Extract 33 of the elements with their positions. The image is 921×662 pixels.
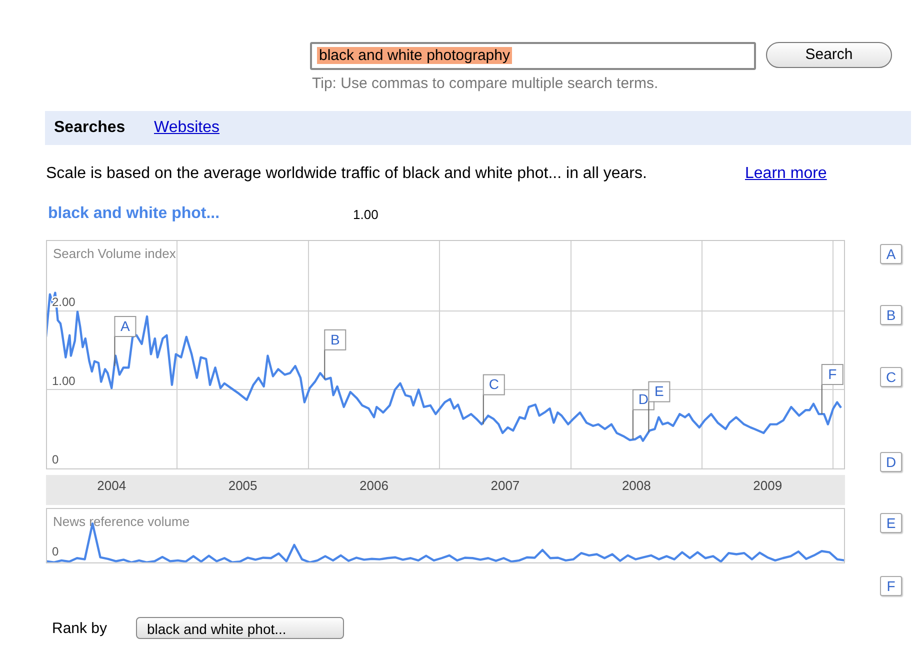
annotation: F	[828, 366, 837, 382]
text: F	[880, 576, 902, 596]
text: D	[880, 452, 902, 472]
annotation: E	[654, 383, 664, 400]
text: 1.00	[353, 207, 378, 222]
annotation: A	[120, 318, 131, 334]
text: Websites	[154, 119, 220, 137]
y-tick-label: 1.00	[52, 374, 76, 388]
annotation: D	[638, 391, 649, 408]
x-tick-label: 2004	[97, 478, 126, 493]
x-tick-label: 2009	[753, 478, 782, 493]
text: Learn more	[745, 165, 827, 183]
search-field: black and white photography	[310, 42, 756, 70]
dropdown-field: black and white phot...	[136, 617, 344, 639]
x-tick-label: 2007	[490, 478, 520, 493]
search-button: Search	[766, 42, 892, 68]
text: B	[880, 305, 902, 325]
x-tick-label: 2006	[360, 478, 388, 493]
text: Rank by	[52, 620, 108, 637]
chart-subtitle: Scale is based on the average worldwide traffic of black and white phot... in all years.	[46, 165, 647, 183]
y-axis-title: News reference volume	[53, 514, 190, 530]
text: Tip: Use commas to compare multiple search terms.	[312, 75, 658, 92]
text: E	[880, 513, 902, 533]
text: C	[880, 367, 902, 387]
y-tick-label: 0	[52, 452, 59, 467]
text: black and white phot...	[48, 205, 220, 222]
text: Searches	[54, 119, 126, 137]
annotation: B	[330, 331, 340, 348]
y-axis-title: Search Volume index	[53, 246, 176, 262]
x-tick-label: 2008	[622, 478, 651, 493]
x-tick-label: 2005	[228, 478, 258, 493]
text: A	[880, 244, 902, 264]
annotation: C	[488, 376, 499, 392]
